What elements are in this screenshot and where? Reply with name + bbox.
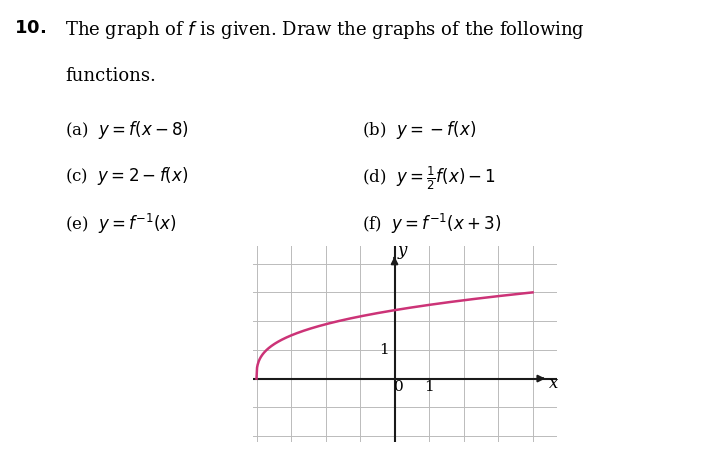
Text: x: x: [549, 375, 558, 392]
Text: (f)  $y = f^{-1}(x + 3)$: (f) $y = f^{-1}(x + 3)$: [362, 212, 501, 236]
Text: (d)  $y = \frac{1}{2}f(x) - 1$: (d) $y = \frac{1}{2}f(x) - 1$: [362, 165, 495, 193]
Text: (e)  $y = f^{-1}(x)$: (e) $y = f^{-1}(x)$: [65, 212, 177, 236]
Text: (c)  $y = 2 - f(x)$: (c) $y = 2 - f(x)$: [65, 165, 189, 187]
Text: 0: 0: [394, 379, 403, 393]
Text: (b)  $y = -f(x)$: (b) $y = -f(x)$: [362, 119, 476, 140]
Text: (a)  $y = f(x - 8)$: (a) $y = f(x - 8)$: [65, 119, 189, 140]
Text: y: y: [398, 242, 407, 259]
Text: The graph of $f$ is given. Draw the graphs of the following: The graph of $f$ is given. Draw the grap…: [65, 19, 585, 40]
Text: 1: 1: [380, 343, 389, 357]
Text: $\mathbf{10.}$: $\mathbf{10.}$: [14, 19, 46, 37]
Text: functions.: functions.: [65, 67, 156, 86]
Text: 1: 1: [424, 379, 434, 393]
